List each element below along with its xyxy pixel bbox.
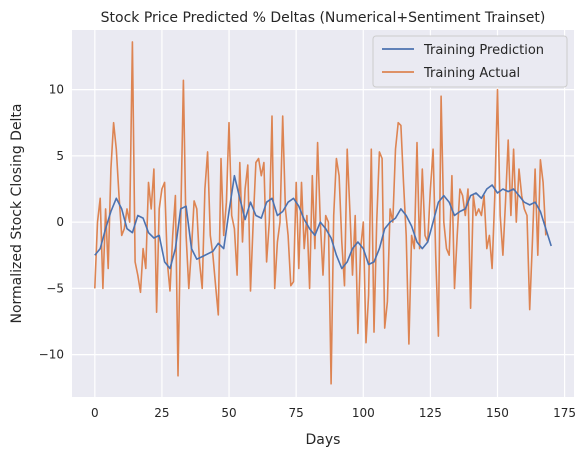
series-lines [94, 41, 552, 385]
x-tick-label: 75 [289, 406, 304, 420]
x-axis-label: Days [306, 432, 341, 448]
x-tick-labels: 0 25 50 75 100 125 150 175 [91, 406, 576, 420]
x-tick-label: 100 [352, 406, 375, 420]
legend-box [372, 35, 568, 88]
x-tick-label: 0 [91, 406, 99, 420]
y-tick-label: 0 [56, 215, 64, 229]
legend-label-training-actual: Training Actual [423, 66, 520, 81]
y-axis-label: Normalized Stock Closing Delta [9, 103, 25, 323]
x-tick-label: 175 [553, 406, 576, 420]
y-tick-labels: −10 −5 0 5 10 [39, 83, 64, 362]
chart-title: Stock Price Predicted % Deltas (Numerica… [101, 10, 546, 26]
plot-background [72, 30, 574, 397]
y-tick-label: 10 [49, 83, 64, 97]
y-tick-label: −10 [39, 348, 64, 362]
y-tick-label: 5 [56, 149, 64, 163]
x-tick-label: 50 [221, 406, 236, 420]
series-line-training-prediction [94, 174, 552, 270]
legend: Training Prediction Training Actual [372, 35, 568, 88]
x-tick-label: 150 [486, 406, 509, 420]
legend-label-training-prediction: Training Prediction [423, 43, 544, 58]
x-tick-label: 125 [419, 406, 442, 420]
y-tick-label: −5 [46, 281, 64, 295]
x-tick-label: 25 [154, 406, 169, 420]
